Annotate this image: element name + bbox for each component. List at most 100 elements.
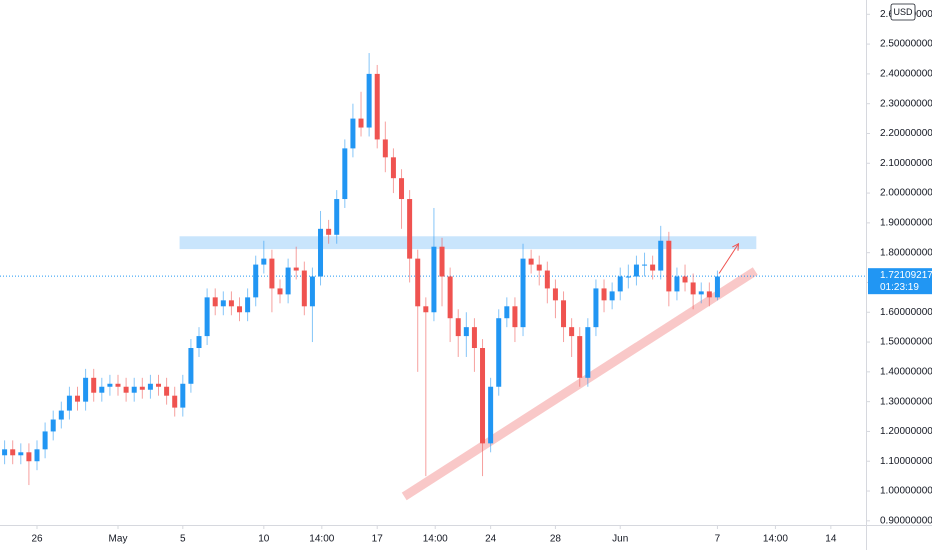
candle-body	[374, 73, 380, 140]
candle-body	[220, 300, 226, 307]
y-tick-label: 1.30000000	[880, 396, 932, 407]
candle-body	[164, 386, 170, 396]
y-tick-label: 2.30000000	[880, 98, 932, 109]
x-tick-label: 28	[550, 534, 562, 545]
candle-body	[285, 267, 291, 295]
candle-body	[431, 246, 437, 313]
candle-body	[180, 383, 186, 408]
candle-body	[147, 383, 153, 390]
candle-body	[488, 386, 494, 444]
candle-body	[293, 267, 299, 271]
candle-body	[156, 383, 162, 387]
candle-body	[196, 336, 202, 349]
candle-body	[366, 73, 372, 128]
candle-body	[569, 327, 575, 337]
candle-body	[50, 419, 56, 432]
candle-body	[382, 139, 388, 158]
candle-body	[204, 297, 210, 337]
y-tick-label: 2.50000000	[880, 39, 932, 50]
candle-body	[91, 377, 97, 393]
y-tick-label: 2.00000000	[880, 188, 932, 199]
candle-body	[390, 157, 396, 179]
candle-body	[520, 258, 526, 328]
candle-body	[642, 264, 648, 266]
candle-body	[561, 300, 567, 328]
candle-body	[309, 276, 315, 307]
currency-label: USD	[893, 7, 913, 17]
candle-body	[301, 270, 307, 307]
candle-body	[261, 258, 267, 265]
candle-body	[496, 318, 502, 387]
x-tick-label: 17	[372, 534, 384, 545]
candle-body	[471, 327, 477, 349]
candle-body	[690, 282, 696, 295]
y-tick-label: 2.10000000	[880, 158, 932, 169]
candle-body	[463, 327, 469, 337]
candle-body	[682, 276, 688, 283]
y-tick-label: 1.80000000	[880, 247, 932, 258]
candle-body	[658, 240, 664, 271]
candle-body	[528, 258, 534, 265]
price-badge-value: 1.72109217	[880, 270, 932, 281]
price-badge	[868, 268, 932, 295]
x-tick-label: 7	[715, 534, 721, 545]
candle-body	[172, 395, 178, 408]
y-tick-label: 2.40000000	[880, 69, 932, 80]
x-tick-label: 14:00	[309, 534, 334, 545]
candle-body	[423, 306, 429, 313]
x-tick-label: Jun	[612, 534, 628, 545]
candle-body	[714, 276, 720, 298]
candle-body	[650, 264, 656, 271]
candle-body	[399, 178, 405, 200]
candle-body	[407, 199, 413, 259]
candle-body	[66, 395, 72, 411]
candle-body	[706, 291, 712, 298]
candle-body	[698, 291, 704, 295]
candle-body	[358, 118, 364, 128]
candle-body	[480, 348, 486, 444]
y-tick-label: 1.00000000	[880, 486, 932, 497]
candle-body	[269, 258, 275, 289]
x-tick-label: 24	[485, 534, 497, 545]
y-tick-label: 1.10000000	[880, 456, 932, 467]
candle-body	[609, 291, 615, 301]
candle-body	[212, 297, 218, 307]
x-tick-label: 10	[258, 534, 270, 545]
candle-body	[593, 288, 599, 328]
y-tick-label: 1.40000000	[880, 366, 932, 377]
candle-body	[277, 288, 283, 295]
candle-body	[58, 410, 64, 420]
candle-body	[318, 228, 324, 277]
candle-body	[342, 148, 348, 200]
candle-body	[326, 228, 332, 235]
resistance-zone	[179, 236, 757, 250]
candle-body	[83, 377, 89, 402]
candle-body	[131, 386, 137, 393]
candle-body	[447, 276, 453, 319]
x-tick-label: May	[109, 534, 128, 545]
candle-body	[633, 264, 639, 277]
candle-body	[601, 288, 607, 301]
candle-body	[552, 288, 558, 301]
candle-body	[99, 386, 105, 393]
candle-body	[455, 318, 461, 337]
x-tick-label: 26	[31, 534, 43, 545]
candle-body	[18, 452, 24, 456]
candle-body	[228, 300, 234, 307]
y-tick-label: 1.50000000	[880, 337, 932, 348]
arrow	[718, 243, 739, 274]
candle-body	[26, 452, 32, 462]
candle-body	[617, 276, 623, 292]
arrow-head	[732, 242, 740, 251]
candle-body	[139, 386, 145, 390]
candle-body	[188, 348, 194, 384]
y-tick-label: 1.90000000	[880, 218, 932, 229]
y-tick-label: 1.60000000	[880, 307, 932, 318]
candle-body	[42, 431, 48, 450]
candle-body	[536, 264, 542, 271]
x-tick-label: 14	[825, 534, 837, 545]
candle-body	[585, 327, 591, 378]
